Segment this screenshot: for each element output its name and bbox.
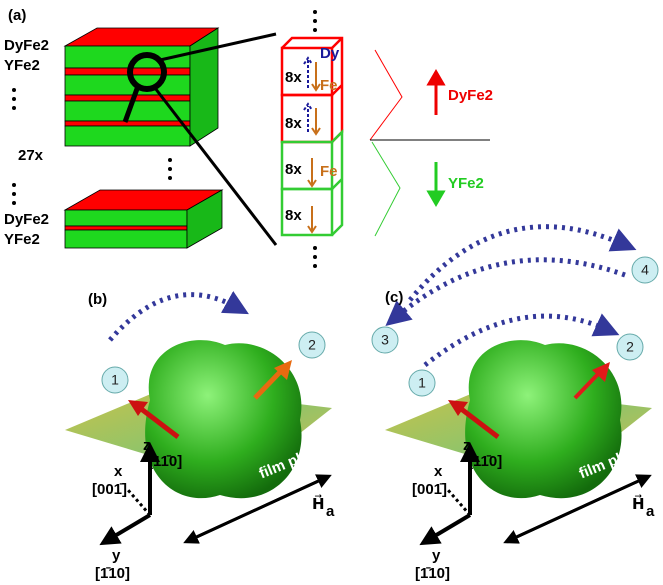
layer-label: DyFe2 — [4, 211, 49, 228]
axis-label: z — [463, 437, 471, 454]
layer-label: YFe2 — [4, 231, 40, 248]
layer-label: YFe2 — [4, 57, 40, 74]
cell-count: 8x — [285, 69, 302, 86]
repeat-label: 27x — [18, 147, 44, 164]
cells — [282, 38, 342, 235]
field-subscript: a — [326, 503, 335, 520]
axis-label: x — [114, 463, 123, 480]
state-number: 1 — [111, 372, 119, 388]
axis — [448, 490, 470, 515]
axis — [428, 515, 470, 540]
field-subscript: a — [646, 503, 655, 520]
moment-label: YFe2 — [448, 175, 484, 192]
moment-label: DyFe2 — [448, 87, 493, 104]
axis — [108, 515, 150, 540]
axis-direction: [11̄0] — [148, 453, 182, 470]
axis-direction: [11̄0] — [468, 453, 502, 470]
profile — [370, 50, 490, 236]
axis — [128, 490, 150, 515]
stack-top — [65, 28, 222, 248]
fe-label: Fe — [320, 163, 338, 180]
arrow — [429, 72, 443, 115]
panel-label: (c) — [385, 289, 403, 306]
axis-direction: [1̄10] — [415, 565, 450, 582]
axis-label: x — [434, 463, 443, 480]
panel-label: (b) — [88, 291, 107, 308]
dy-label: Dy — [320, 45, 340, 62]
state-number: 2 — [308, 337, 316, 353]
state-number: 3 — [381, 332, 389, 348]
axis-direction: [001̄] — [92, 481, 127, 498]
panel-label: (a) — [8, 7, 26, 24]
arrow — [429, 162, 443, 204]
cell-count: 8x — [285, 161, 302, 178]
figure: (a) DyFe2 YFe2 27x DyFe2 YFe2 8x 8x 8x 8… — [0, 0, 663, 585]
axis-label: y — [112, 547, 121, 564]
state-number: 4 — [641, 262, 649, 278]
field-label: H⃗ — [632, 494, 645, 513]
layer-label: DyFe2 — [4, 37, 49, 54]
axis-direction: [001̄] — [412, 481, 447, 498]
field-label: H⃗ — [312, 494, 325, 513]
state-number: 2 — [626, 339, 634, 355]
cell-count: 8x — [285, 115, 302, 132]
axis-direction: [1̄10] — [95, 565, 130, 582]
fe-label: Fe — [320, 77, 338, 94]
axis-label: y — [432, 547, 441, 564]
state-number: 1 — [418, 375, 426, 391]
cell-count: 8x — [285, 207, 302, 224]
axis-label: z — [143, 437, 151, 454]
